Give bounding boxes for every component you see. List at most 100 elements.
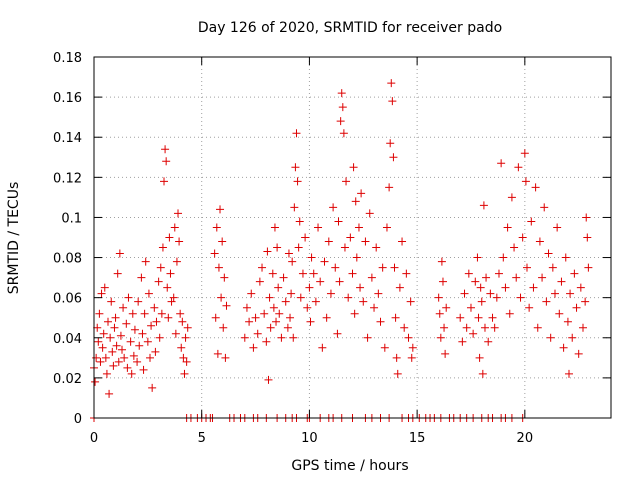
y-tick-label: 0.12 [53, 171, 82, 186]
data-point-marker [179, 353, 188, 362]
data-point-marker [253, 329, 262, 338]
data-point-marker [277, 333, 286, 342]
data-point-marker [486, 289, 495, 298]
data-point-marker [402, 269, 411, 278]
data-point-marker [339, 129, 348, 138]
data-point-marker [274, 283, 283, 292]
data-point-marker [293, 177, 302, 186]
data-point-marker [503, 223, 512, 232]
data-point-marker [288, 257, 297, 266]
data-point-marker [497, 159, 506, 168]
data-point-marker [99, 329, 108, 338]
data-point-marker [306, 317, 315, 326]
plot-frame [93, 56, 612, 419]
data-point-marker [127, 369, 136, 378]
data-point-marker [392, 353, 401, 362]
data-point-marker [307, 253, 316, 262]
data-point-marker [183, 323, 192, 332]
data-point-marker [348, 269, 357, 278]
data-point-marker [479, 201, 488, 210]
data-point-marker [98, 343, 107, 352]
data-point-marker [442, 303, 451, 312]
data-point-marker [166, 269, 175, 278]
data-point-marker [320, 257, 329, 266]
data-point-marker [212, 223, 221, 232]
data-point-marker [476, 283, 485, 292]
axis-ticks: 0 0.02 0.04 0.06 0.08 0.1 0.12 0.14 0.16 0.18 0 5 10… [53, 51, 611, 446]
data-point-marker [113, 269, 122, 278]
data-point-marker [218, 237, 227, 246]
data-point-marker [290, 203, 299, 212]
data-point-marker [116, 331, 125, 340]
data-point-marker [458, 337, 467, 346]
data-point-marker [546, 333, 555, 342]
data-point-marker [466, 303, 475, 312]
data-point-marker [281, 297, 290, 306]
data-point-marker [221, 353, 230, 362]
data-point-marker [520, 149, 529, 158]
data-point-marker [247, 289, 256, 298]
data-point-marker [260, 309, 269, 318]
data-point-marker [388, 97, 397, 106]
data-point-marker [563, 317, 572, 326]
data-point-marker [572, 303, 581, 312]
data-point-marker [102, 369, 111, 378]
data-point-marker [535, 237, 544, 246]
y-tick-label: 0.04 [53, 332, 82, 347]
data-point-marker [294, 243, 303, 252]
data-point-marker [164, 313, 173, 322]
data-point-marker [386, 139, 395, 148]
data-point-marker [97, 289, 106, 298]
data-point-marker [240, 333, 249, 342]
data-point-marker [269, 303, 278, 312]
data-point-marker [124, 293, 133, 302]
data-point-marker [525, 303, 534, 312]
data-point-marker [138, 329, 147, 338]
data-point-marker [249, 343, 258, 352]
data-point-marker [576, 283, 585, 292]
data-point-marker [150, 303, 159, 312]
data-point-marker [158, 243, 167, 252]
data-point-marker [382, 223, 391, 232]
data-point-marker [115, 249, 124, 258]
data-point-marker [349, 163, 358, 172]
data-point-marker [542, 297, 551, 306]
data-point-marker [555, 309, 564, 318]
data-point-marker [270, 223, 279, 232]
data-point-marker [160, 177, 169, 186]
data-point-marker [111, 313, 120, 322]
data-point-marker [286, 313, 295, 322]
data-point-marker [406, 297, 415, 306]
data-point-marker [404, 333, 413, 342]
data-point-marker [521, 177, 530, 186]
data-points [90, 79, 593, 422]
data-point-marker [105, 389, 114, 398]
data-point-marker [107, 297, 116, 306]
data-point-marker [507, 193, 516, 202]
data-point-marker [289, 333, 298, 342]
chart-title: Day 126 of 2020, SRMTID for receiver pad… [198, 20, 502, 36]
data-point-marker [92, 353, 101, 362]
data-point-marker [361, 237, 370, 246]
x-tick-label: 0 [90, 431, 98, 446]
data-point-marker [372, 243, 381, 252]
data-point-marker [395, 283, 404, 292]
data-point-marker [110, 323, 119, 332]
data-point-marker [316, 277, 325, 286]
data-point-marker [492, 293, 501, 302]
data-point-marker [134, 297, 143, 306]
data-point-marker [169, 293, 178, 302]
data-point-marker [359, 297, 368, 306]
data-point-marker [550, 289, 559, 298]
data-point-marker [578, 323, 587, 332]
data-point-marker [529, 283, 538, 292]
data-point-marker [174, 209, 183, 218]
x-tick-label: 5 [198, 431, 206, 446]
data-point-marker [222, 301, 231, 310]
data-point-marker [176, 309, 185, 318]
data-point-marker [374, 289, 383, 298]
data-point-marker [398, 237, 407, 246]
data-point-marker [367, 273, 376, 282]
data-point-marker [408, 343, 417, 352]
data-point-marker [301, 233, 310, 242]
